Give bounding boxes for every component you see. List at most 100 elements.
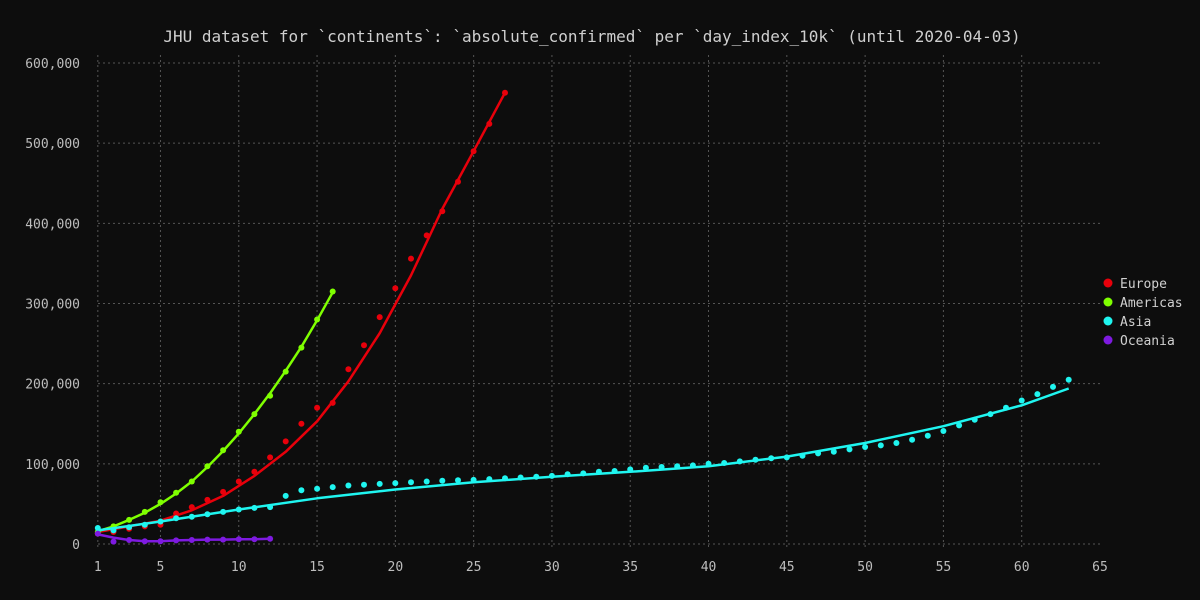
data-point-asia — [204, 511, 211, 518]
data-point-europe — [251, 468, 258, 475]
legend-marker — [1103, 316, 1113, 326]
data-point-americas — [329, 288, 336, 295]
data-point-asia — [642, 464, 649, 471]
data-point-asia — [173, 515, 180, 522]
data-point-asia — [361, 481, 367, 488]
data-point-asia — [376, 480, 383, 487]
y-axis-ticks: 0 100,000 200,000 300,000 400,000 500,000 600,… — [25, 57, 80, 553]
data-point-asia — [1003, 404, 1009, 411]
x-tick-label: 20 — [388, 560, 404, 575]
data-point-oceania — [235, 536, 242, 543]
y-tick-label: 100,000 — [25, 458, 80, 473]
data-point-asia — [345, 482, 352, 489]
data-point-asia — [846, 446, 853, 453]
data-point-europe — [314, 404, 321, 411]
data-point-asia — [1050, 383, 1056, 390]
data-point-asia — [470, 476, 477, 483]
series-asia — [94, 376, 1072, 534]
data-point-asia — [862, 444, 869, 450]
data-point-asia — [799, 452, 806, 459]
data-point-asia — [110, 527, 117, 534]
x-tick-label: 65 — [1092, 560, 1108, 575]
data-point-asia — [987, 411, 994, 418]
legend-marker — [1103, 278, 1113, 288]
data-point-asia — [141, 521, 148, 528]
data-point-europe — [173, 510, 180, 517]
data-point-europe — [204, 496, 211, 503]
legend-label: Americas — [1120, 296, 1183, 311]
data-point-oceania — [173, 537, 180, 544]
data-point-asia — [517, 474, 524, 481]
data-point-asia — [533, 473, 540, 480]
data-point-asia — [94, 525, 101, 531]
data-point-asia — [752, 456, 759, 463]
series-europe — [94, 89, 508, 537]
data-point-asia — [548, 472, 555, 479]
data-point-oceania — [251, 536, 258, 543]
data-point-asia — [627, 466, 634, 473]
data-point-asia — [580, 470, 587, 477]
y-tick-label: 500,000 — [25, 137, 80, 152]
data-point-oceania — [188, 537, 195, 543]
data-point-americas — [267, 392, 274, 399]
data-point-asia — [1065, 376, 1072, 383]
legend-item-asia: Asia — [1103, 315, 1151, 330]
x-tick-label: 30 — [544, 560, 560, 575]
data-point-asia — [689, 462, 696, 469]
legend-label: Asia — [1120, 315, 1151, 330]
data-point-europe — [220, 488, 227, 495]
series-layer — [94, 89, 1072, 545]
data-point-americas — [204, 463, 211, 470]
x-tick-label: 50 — [857, 560, 873, 575]
data-point-asia — [329, 484, 336, 491]
data-point-asia — [830, 448, 837, 455]
series-americas — [94, 288, 336, 535]
data-point-asia — [392, 480, 399, 487]
y-tick-label: 400,000 — [25, 217, 80, 232]
data-point-asia — [455, 477, 461, 484]
x-tick-label: 10 — [231, 560, 247, 575]
series-line-asia — [97, 387, 1070, 532]
data-point-asia — [893, 440, 900, 446]
data-point-asia — [486, 476, 493, 483]
legend-item-oceania: Oceania — [1103, 334, 1175, 349]
x-tick-label: 15 — [309, 560, 325, 575]
data-point-oceania — [110, 538, 117, 545]
legend: Europe Americas Asia Oceania — [1103, 277, 1183, 349]
x-axis-ticks: 1 5 10 15 20 25 30 35 40 45 50 55 60 65 — [94, 560, 1108, 575]
data-point-americas — [157, 499, 164, 506]
data-point-asia — [220, 508, 227, 515]
x-tick-label: 5 — [157, 560, 165, 575]
data-point-oceania — [94, 530, 101, 537]
data-point-europe — [267, 454, 274, 461]
data-point-asia — [595, 468, 602, 475]
data-point-asia — [768, 455, 775, 462]
data-point-europe — [408, 255, 414, 262]
data-point-asia — [314, 485, 321, 492]
series-line-europe — [97, 92, 507, 534]
data-point-oceania — [220, 536, 227, 543]
data-point-europe — [392, 285, 399, 292]
data-point-asia — [235, 506, 242, 513]
x-tick-label: 25 — [466, 560, 482, 575]
x-tick-label: 35 — [622, 560, 638, 575]
data-point-americas — [173, 489, 180, 496]
data-point-asia — [658, 464, 665, 470]
data-point-asia — [705, 460, 712, 467]
legend-label: Europe — [1120, 277, 1167, 292]
data-point-oceania — [141, 538, 148, 545]
legend-item-americas: Americas — [1103, 296, 1183, 311]
y-tick-label: 600,000 — [25, 57, 80, 72]
data-point-asia — [736, 458, 743, 465]
data-point-asia — [877, 442, 884, 449]
data-point-europe — [361, 342, 367, 349]
data-point-oceania — [204, 536, 211, 543]
data-point-europe — [486, 120, 493, 127]
data-point-asia — [126, 524, 133, 531]
data-point-asia — [423, 478, 430, 485]
data-point-asia — [564, 471, 571, 478]
data-point-europe — [455, 178, 461, 185]
y-tick-label: 300,000 — [25, 298, 80, 313]
y-tick-label: 0 — [72, 538, 80, 553]
